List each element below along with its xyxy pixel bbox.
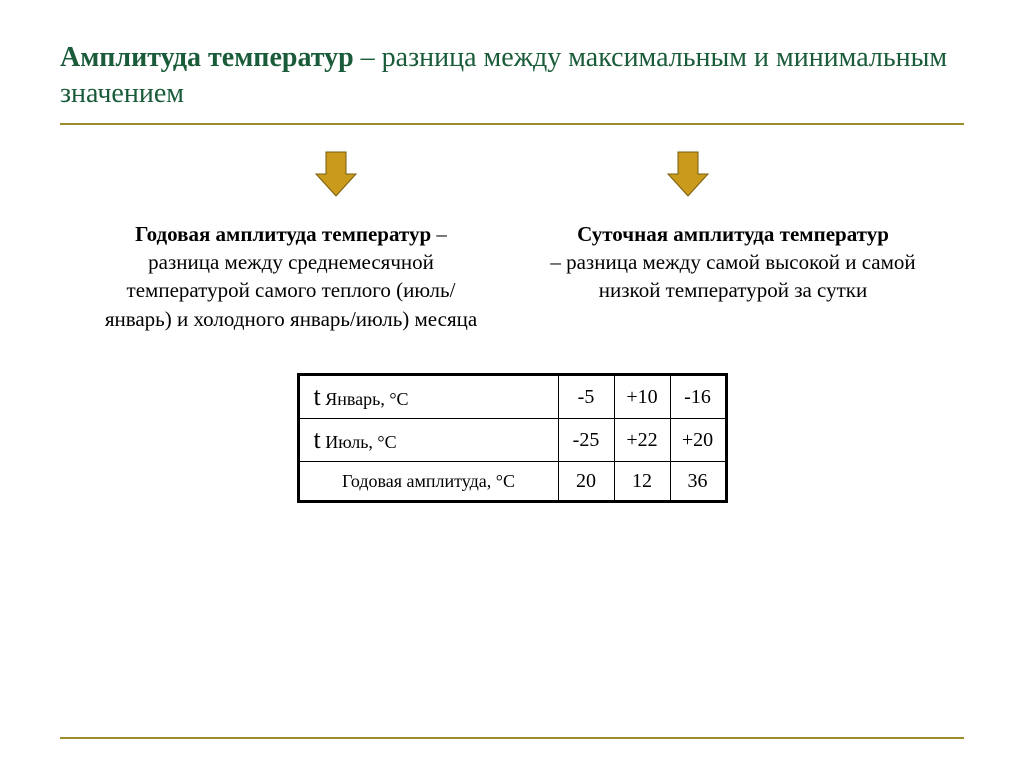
table-row: t Январь, °С -5 +10 -16	[298, 375, 726, 419]
cell: 36	[670, 462, 726, 502]
arrow-down-icon	[666, 150, 710, 198]
cell: +20	[670, 419, 726, 462]
row-label: t Июль, °С	[298, 419, 558, 462]
annual-heading: Годовая амплитуда температур	[135, 222, 431, 246]
cell: +22	[614, 419, 670, 462]
table-row: Годовая амплитуда, °С 20 12 36	[298, 462, 726, 502]
cell: +10	[614, 375, 670, 419]
cell: 20	[558, 462, 614, 502]
amplitude-table: t Январь, °С -5 +10 -16 t Июль, °С -25 +…	[297, 373, 728, 503]
table-row: t Июль, °С -25 +22 +20	[298, 419, 726, 462]
title-underline	[60, 123, 964, 125]
daily-amplitude-def: Суточная амплитуда температур – разница …	[542, 220, 924, 333]
cell: -25	[558, 419, 614, 462]
arrow-down-icon	[314, 150, 358, 198]
daily-heading: Суточная амплитуда температур	[577, 222, 889, 246]
arrows-row	[60, 150, 964, 198]
definitions-row: Годовая амплитуда температур – разница м…	[60, 220, 964, 333]
cell: 12	[614, 462, 670, 502]
title-block: Амплитуда температур – разница между мак…	[60, 40, 964, 125]
row-label: t Январь, °С	[298, 375, 558, 419]
data-table-wrap: t Январь, °С -5 +10 -16 t Июль, °С -25 +…	[60, 373, 964, 503]
daily-body: – разница между самой высокой и самой ни…	[550, 250, 915, 302]
title-bold: Амплитуда температур	[60, 42, 354, 73]
annual-amplitude-def: Годовая амплитуда температур – разница м…	[100, 220, 482, 333]
cell: -5	[558, 375, 614, 419]
slide-title: Амплитуда температур – разница между мак…	[60, 40, 964, 113]
row-label: Годовая амплитуда, °С	[298, 462, 558, 502]
footer-underline	[60, 737, 964, 739]
cell: -16	[670, 375, 726, 419]
